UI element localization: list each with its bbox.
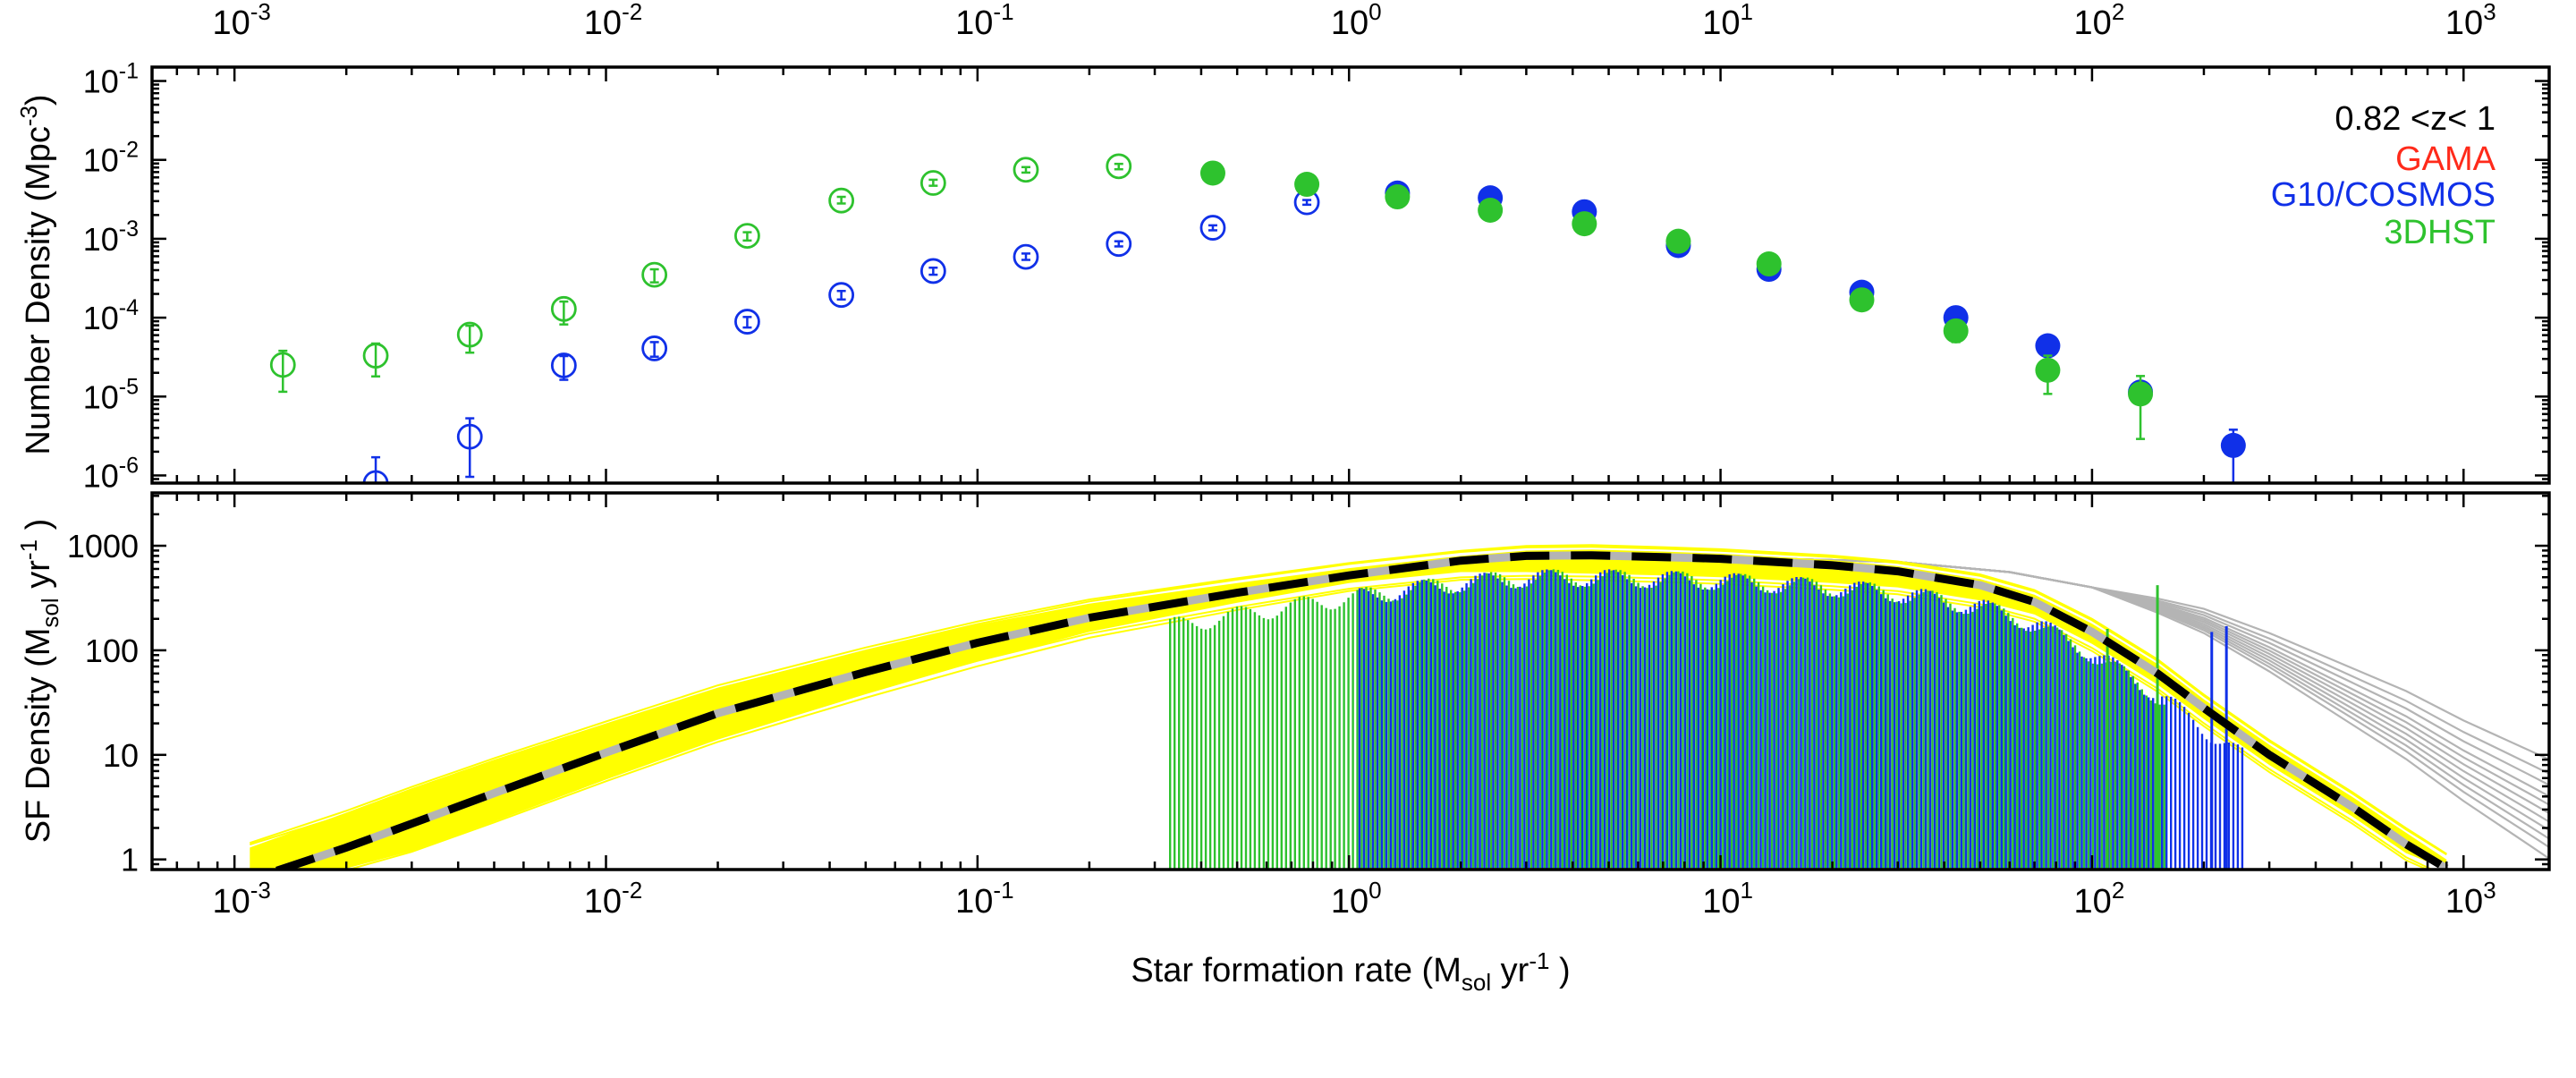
open-point — [828, 282, 855, 309]
filled-point — [1572, 211, 1597, 237]
bottom-y-tick-label-1: 10 — [103, 737, 139, 774]
open-point — [1106, 231, 1132, 258]
filled-point — [1385, 184, 1411, 210]
open-point — [362, 343, 389, 369]
filled-point — [1294, 172, 1320, 198]
filled-point — [2035, 357, 2061, 383]
top-panel-plot — [269, 153, 2246, 483]
bars-g10-cosmos — [1358, 569, 2244, 870]
top-x-tick-label-5: 102 — [2074, 0, 2125, 42]
top-y-tick-label-4: 10-2 — [83, 138, 139, 179]
top-y-tick-label-1: 10-5 — [83, 374, 139, 415]
bottom-x-tick-label-6: 103 — [2445, 877, 2496, 921]
open-point — [269, 352, 296, 378]
bottom-x-tick-label-5: 102 — [2074, 877, 2125, 921]
band-draw-1 — [272, 574, 2435, 870]
bottom-x-tick-label-1: 10-2 — [584, 877, 642, 921]
filled-point — [1478, 197, 1504, 223]
open-point — [919, 258, 946, 284]
open-point — [362, 470, 389, 483]
top-y-tick-label-0: 10-6 — [83, 453, 139, 494]
bottom-x-tick-label-3: 100 — [1331, 877, 1382, 921]
series-3dhst — [269, 153, 2154, 440]
filled-point — [1756, 251, 1782, 277]
bottom-y-tick-label-3: 1000 — [67, 528, 139, 564]
open-point — [1013, 243, 1039, 270]
open-point — [641, 261, 668, 288]
open-point — [919, 170, 946, 196]
top-y-axis-label: Number Density (Mpc-3) — [15, 94, 57, 454]
open-point — [1013, 157, 1039, 183]
uncertainty-band — [250, 549, 2447, 870]
bottom-y-tick-label-2: 100 — [85, 632, 139, 669]
filled-point — [2128, 381, 2154, 407]
bottom-x-tick-label-2: 10-1 — [955, 877, 1013, 921]
open-point — [456, 321, 483, 348]
band-draw-3 — [249, 544, 2447, 855]
filled-point — [1199, 160, 1225, 186]
top-x-tick-label-1: 10-2 — [584, 0, 642, 42]
bottom-panel-plot — [249, 544, 2549, 870]
top-y-tick-label-3: 10-3 — [83, 216, 139, 258]
top-y-tick-label-5: 10-1 — [83, 59, 139, 100]
top-x-tick-label-2: 10-1 — [955, 0, 1013, 42]
open-point — [734, 223, 760, 249]
top-y-tick-label-2: 10-4 — [83, 295, 139, 336]
open-point — [828, 187, 855, 214]
top-x-tick-label-6: 103 — [2445, 0, 2496, 42]
open-point — [550, 352, 577, 378]
legend-entry-g10-cosmos: G10/COSMOS — [2271, 176, 2496, 214]
open-point — [1106, 153, 1132, 180]
bottom-y-tick-label-0: 1 — [121, 842, 139, 879]
x-axis-label: Star formation rate (Msol yr-1 ) — [1131, 947, 1570, 996]
filled-point — [1849, 287, 1875, 313]
top-x-tick-label-4: 101 — [1702, 0, 1753, 42]
filled-point — [1943, 318, 1969, 344]
open-point — [550, 295, 577, 322]
legend-redshift-label: 0.82 <z< 1 — [2334, 100, 2496, 138]
top-panel-frame — [150, 65, 2551, 485]
bottom-x-tick-label-0: 10-3 — [212, 877, 270, 921]
bottom-y-axis-label: SF Density (Msol yr-1 ) — [15, 519, 64, 844]
legend-entry-gama: GAMA — [2395, 140, 2496, 178]
band-draw-2 — [250, 546, 2447, 856]
filled-point — [2220, 432, 2246, 458]
filled-point — [2035, 333, 2061, 359]
open-point — [734, 309, 760, 335]
best-fit-dashed-curve — [275, 551, 2449, 870]
open-point — [641, 335, 668, 361]
bars-3dhst — [1168, 569, 2165, 870]
open-point — [456, 423, 483, 450]
bottom-x-tick-label-4: 101 — [1702, 877, 1753, 921]
top-x-tick-label-0: 10-3 — [212, 0, 270, 42]
filled-point — [1665, 228, 1691, 254]
legend-entry-3dhst: 3DHST — [2384, 214, 2496, 251]
top-x-tick-label-3: 100 — [1331, 0, 1382, 42]
open-point — [1199, 215, 1226, 241]
